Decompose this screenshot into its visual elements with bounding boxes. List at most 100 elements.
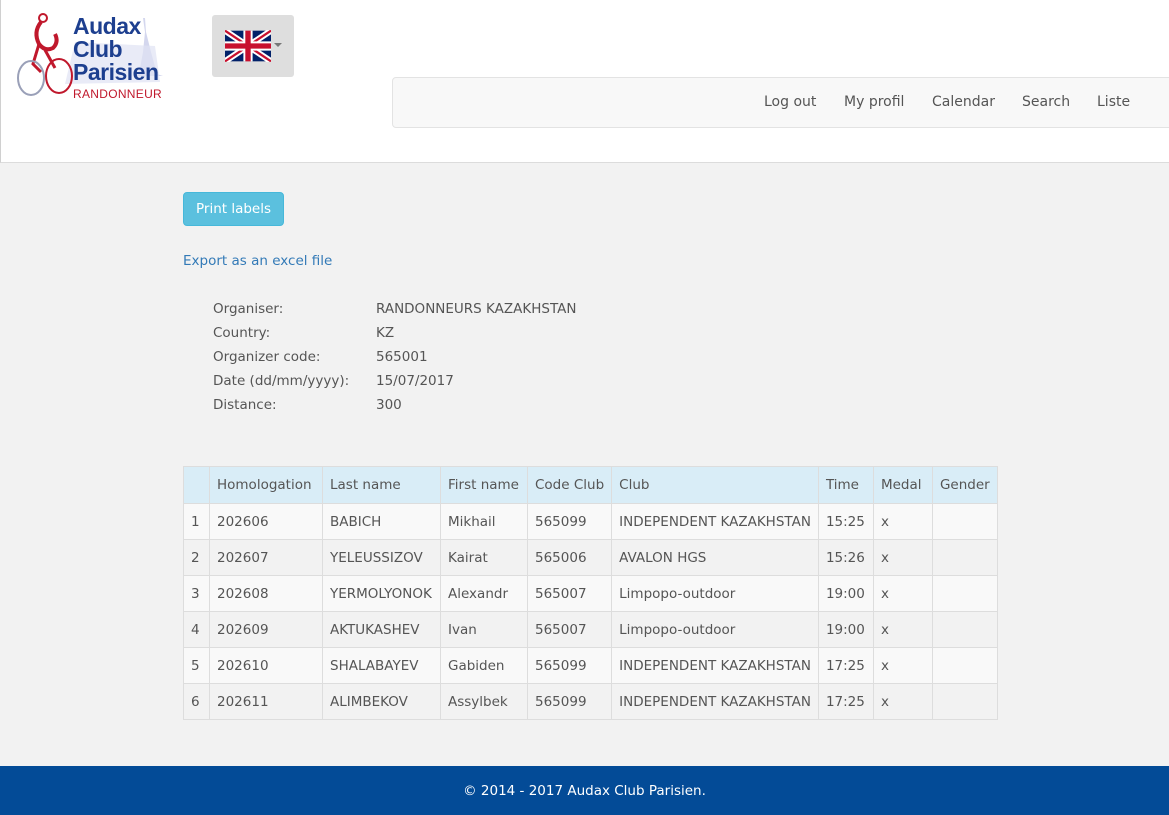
cell-first-name: Mikhail (440, 503, 528, 540)
column-header-homologation[interactable]: Homologation (209, 466, 323, 504)
cell-code-club: 565099 (526, 683, 613, 720)
country-value: KZ (376, 325, 395, 341)
cell-homologation: 202609 (209, 611, 323, 648)
column-header-club[interactable]: Club (611, 466, 819, 504)
cell-time: 17:25 (817, 683, 874, 720)
date-value: 15/07/2017 (376, 373, 454, 389)
cell-club: INDEPENDENT KAZAKHSTAN (611, 503, 819, 540)
column-header-code-club[interactable]: Code Club (526, 466, 613, 504)
cell-code-club: 565006 (526, 539, 613, 576)
column-header-gender[interactable]: Gender (931, 466, 998, 504)
column-header-index (183, 466, 210, 504)
cell-last-name: YERMOLYONOK (322, 575, 441, 612)
nav-log-out[interactable]: Log out (764, 94, 817, 110)
organizer-code-label: Organizer code: (213, 349, 321, 365)
cell-medal: x (872, 647, 933, 684)
cell-index: 5 (183, 647, 210, 684)
distance-label: Distance: (213, 397, 277, 413)
cell-medal: x (872, 539, 933, 576)
cell-first-name: Ivan (440, 611, 528, 648)
cell-index: 2 (183, 539, 210, 576)
cell-club: INDEPENDENT KAZAKHSTAN (611, 683, 819, 720)
cell-last-name: ALIMBEKOV (322, 683, 441, 720)
cell-medal: x (872, 575, 933, 612)
cell-last-name: SHALABAYEV (322, 647, 441, 684)
cell-first-name: Kairat (440, 539, 528, 576)
cell-time: 15:25 (817, 503, 874, 540)
cell-gender (931, 575, 998, 612)
nav-search[interactable]: Search (1022, 94, 1071, 110)
column-header-medal[interactable]: Medal (872, 466, 933, 504)
cell-club: INDEPENDENT KAZAKHSTAN (611, 647, 819, 684)
organizer-code-value: 565001 (376, 349, 428, 365)
cell-medal: x (872, 611, 933, 648)
cell-gender (931, 611, 998, 648)
cell-time: 15:26 (817, 539, 874, 576)
column-header-first-name[interactable]: First name (440, 466, 528, 504)
copyright-text: © 2014 - 2017 Audax Club Parisien. (463, 782, 706, 799)
table-header-row: Homologation Last name First name Code C… (183, 466, 998, 504)
organiser-value: RANDONNEURS KAZAKHSTAN (376, 301, 577, 317)
column-header-time[interactable]: Time (817, 466, 874, 504)
cell-code-club: 565007 (526, 575, 613, 612)
cell-code-club: 565099 (526, 647, 613, 684)
table-row: 5 202610 SHALABAYEV Gabiden 565099 INDEP… (183, 647, 998, 684)
cell-index: 3 (183, 575, 210, 612)
audax-club-parisien-logo[interactable]: Audax Club Parisien RANDONNEUR (15, 12, 175, 104)
cell-club: Limpopo-outdoor (611, 575, 819, 612)
table-row: 6 202611 ALIMBEKOV Assylbek 565099 INDEP… (183, 683, 998, 720)
cell-homologation: 202606 (209, 503, 323, 540)
cell-gender (931, 647, 998, 684)
page-footer: © 2014 - 2017 Audax Club Parisien. (0, 766, 1169, 815)
cell-time: 19:00 (817, 611, 874, 648)
logo-line-parisien: Parisien (73, 59, 159, 85)
cell-homologation: 202610 (209, 647, 323, 684)
cyclist-icon (17, 13, 163, 96)
cell-index: 6 (183, 683, 210, 720)
cell-gender (931, 503, 998, 540)
cell-code-club: 565007 (526, 611, 613, 648)
cell-first-name: Alexandr (440, 575, 528, 612)
nav-liste[interactable]: Liste (1097, 94, 1131, 110)
table-row: 2 202607 YELEUSSIZOV Kairat 565006 AVALO… (183, 539, 998, 576)
logo-line-audax: Audax (73, 13, 141, 39)
cell-time: 17:25 (817, 647, 874, 684)
logo-subtitle: RANDONNEUR (73, 87, 163, 101)
date-label: Date (dd/mm/yyyy): (213, 373, 350, 389)
cell-last-name: AKTUKASHEV (322, 611, 441, 648)
column-header-last-name[interactable]: Last name (322, 466, 441, 504)
country-label: Country: (213, 325, 271, 341)
cell-club: Limpopo-outdoor (611, 611, 819, 648)
table-row: 3 202608 YERMOLYONOK Alexandr 565007 Lim… (183, 575, 998, 612)
cell-gender (931, 539, 998, 576)
chevron-down-icon (274, 43, 282, 47)
cell-club: AVALON HGS (611, 539, 819, 576)
language-dropdown[interactable] (212, 15, 294, 77)
cell-homologation: 202611 (209, 683, 323, 720)
cell-medal: x (872, 503, 933, 540)
cell-last-name: BABICH (322, 503, 441, 540)
print-labels-button[interactable]: Print labels (183, 192, 284, 226)
cell-homologation: 202607 (209, 539, 323, 576)
uk-flag-icon (225, 30, 271, 62)
nav-calendar[interactable]: Calendar (932, 94, 995, 110)
cell-medal: x (872, 683, 933, 720)
distance-value: 300 (376, 397, 402, 413)
export-excel-link[interactable]: Export as an excel file (183, 253, 333, 269)
table-row: 4 202609 AKTUKASHEV Ivan 565007 Limpopo-… (183, 611, 998, 648)
cell-index: 1 (183, 503, 210, 540)
cell-index: 4 (183, 611, 210, 648)
results-table: Homologation Last name First name Code C… (183, 466, 998, 720)
organiser-label: Organiser: (213, 301, 284, 317)
nav-my-profil[interactable]: My profil (844, 94, 905, 110)
cell-code-club: 565099 (526, 503, 613, 540)
cell-first-name: Gabiden (440, 647, 528, 684)
cell-first-name: Assylbek (440, 683, 528, 720)
cell-gender (931, 683, 998, 720)
page-header: Audax Club Parisien RANDONNEUR Log out M… (0, 0, 1169, 163)
table-row: 1 202606 BABICH Mikhail 565099 INDEPENDE… (183, 503, 998, 540)
cell-homologation: 202608 (209, 575, 323, 612)
cell-last-name: YELEUSSIZOV (322, 539, 441, 576)
logo-line-club: Club (73, 36, 123, 62)
main-navbar: Log out My profil Calendar Search Liste (392, 77, 1169, 128)
